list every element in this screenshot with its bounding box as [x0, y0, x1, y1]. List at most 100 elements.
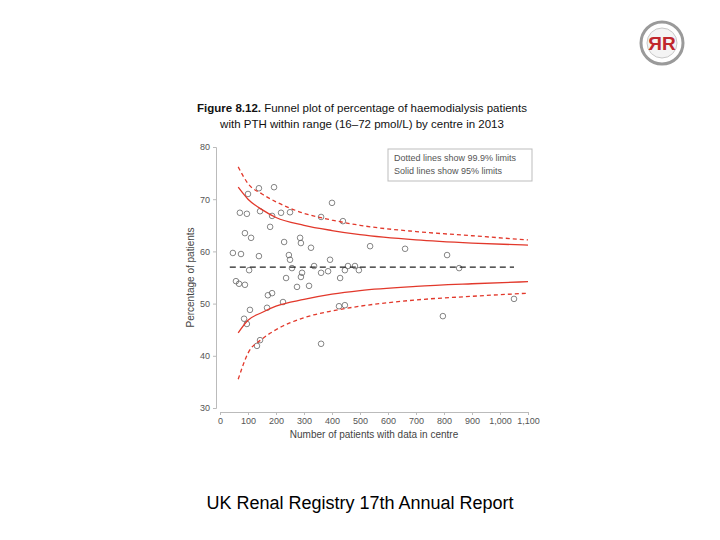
x-tick-label: 1,100 [517, 416, 540, 426]
data-point [237, 210, 243, 216]
x-tick: 900 [465, 412, 480, 426]
data-point [298, 274, 304, 280]
data-point [247, 307, 253, 313]
y-tick-label: 50 [200, 299, 210, 309]
data-point [327, 257, 333, 263]
x-tick-mark [360, 412, 361, 415]
y-tick-mark [213, 147, 216, 148]
series-line [230, 266, 514, 267]
data-point [248, 235, 254, 241]
x-tick-mark [472, 412, 473, 415]
y-tick-label: 70 [200, 195, 210, 205]
data-point [271, 184, 277, 190]
x-tick: 800 [437, 412, 452, 426]
x-tick-label: 800 [437, 416, 452, 426]
x-tick-label: 400 [325, 416, 340, 426]
y-tick: 80 [200, 142, 216, 152]
page: ЯR Figure 8.12. Funnel plot of percentage… [0, 0, 720, 540]
data-point [238, 251, 244, 257]
data-point [308, 245, 314, 251]
x-tick-label: 700 [409, 416, 424, 426]
data-point [241, 316, 247, 322]
x-tick-mark [248, 412, 249, 415]
y-tick-label: 30 [200, 403, 210, 413]
title-line: Figure 8.12. Funnel plot of percentage o… [197, 102, 527, 114]
y-axis-line [213, 148, 217, 409]
data-point [297, 235, 303, 241]
series-line [238, 187, 528, 245]
series-line [238, 282, 528, 333]
data-point [244, 211, 250, 217]
data-point [242, 282, 248, 288]
data-point [337, 275, 343, 281]
data-point [267, 224, 273, 230]
y-tick: 60 [200, 247, 216, 257]
x-tick: 1,000 [489, 412, 512, 426]
data-point [329, 200, 335, 206]
x-tick-mark [388, 412, 389, 415]
x-tick-label: 0 [218, 416, 223, 426]
logo-ring [641, 22, 683, 64]
y-axis: 30 40 50 60 70 80 [200, 142, 217, 413]
y-tick: 70 [200, 195, 216, 205]
data-point [402, 246, 408, 252]
y-tick-label: 80 [200, 142, 210, 152]
data-point [511, 296, 517, 302]
data-point [318, 270, 324, 276]
data-point [256, 253, 262, 259]
data-point [367, 243, 373, 249]
annotation-box: Dotted lines show 99.9% limitsSolid line… [388, 149, 532, 181]
data-point [245, 191, 251, 197]
data-point [269, 290, 275, 296]
x-axis-title: Number of patients with data in centre [290, 429, 459, 440]
data-point [287, 257, 293, 263]
data-point [246, 267, 252, 273]
data-point [342, 302, 348, 308]
data-point [306, 283, 312, 289]
data-point [278, 210, 284, 216]
y-tick-mark [213, 408, 216, 409]
data-point [298, 240, 304, 246]
y-axis-title: Percentage of patients [185, 227, 196, 327]
y-tick-mark [213, 304, 216, 305]
y-tick-mark [213, 199, 216, 200]
data-point [289, 265, 295, 271]
data-point [256, 185, 262, 191]
x-tick-mark [444, 412, 445, 415]
y-tick-mark [213, 356, 216, 357]
x-tick-mark [276, 412, 277, 415]
data-point [340, 218, 346, 224]
y-tick-mark [213, 251, 216, 252]
logo-inner [647, 28, 677, 58]
y-tick: 40 [200, 351, 216, 361]
x-tick: 200 [269, 412, 284, 426]
x-tick-label: 100 [241, 416, 256, 426]
data-point [318, 341, 324, 347]
x-tick-label: 500 [353, 416, 368, 426]
x-tick: 700 [409, 412, 424, 426]
y-tick-label: 60 [200, 247, 210, 257]
x-tick-mark [332, 412, 333, 415]
logo-text: ЯR [648, 33, 676, 54]
data-point [242, 230, 248, 236]
title-line: with PTH within range (16–72 pmol/L) by … [219, 118, 504, 130]
title: Figure 8.12. Funnel plot of percentage o… [197, 102, 527, 130]
x-tick: 400 [325, 412, 340, 426]
x-tick-mark [220, 412, 221, 415]
x-tick-label: 200 [269, 416, 284, 426]
x-tick-mark [416, 412, 417, 415]
x-axis: 01002003004005006007008009001,0001,100 [218, 412, 540, 426]
series-line [238, 293, 528, 379]
data-point [440, 313, 446, 319]
x-tick-mark [304, 412, 305, 415]
plot-marks [230, 167, 528, 379]
data-point [444, 252, 450, 258]
data-point [345, 263, 351, 269]
data-point [287, 209, 293, 215]
data-point [356, 267, 362, 273]
logo: ЯR [641, 22, 683, 64]
x-tick-label: 1,000 [489, 416, 512, 426]
x-tick: 0 [218, 412, 223, 426]
footer: UK Renal Registry 17th Annual Report [206, 493, 513, 513]
x-tick: 1,100 [517, 412, 540, 426]
